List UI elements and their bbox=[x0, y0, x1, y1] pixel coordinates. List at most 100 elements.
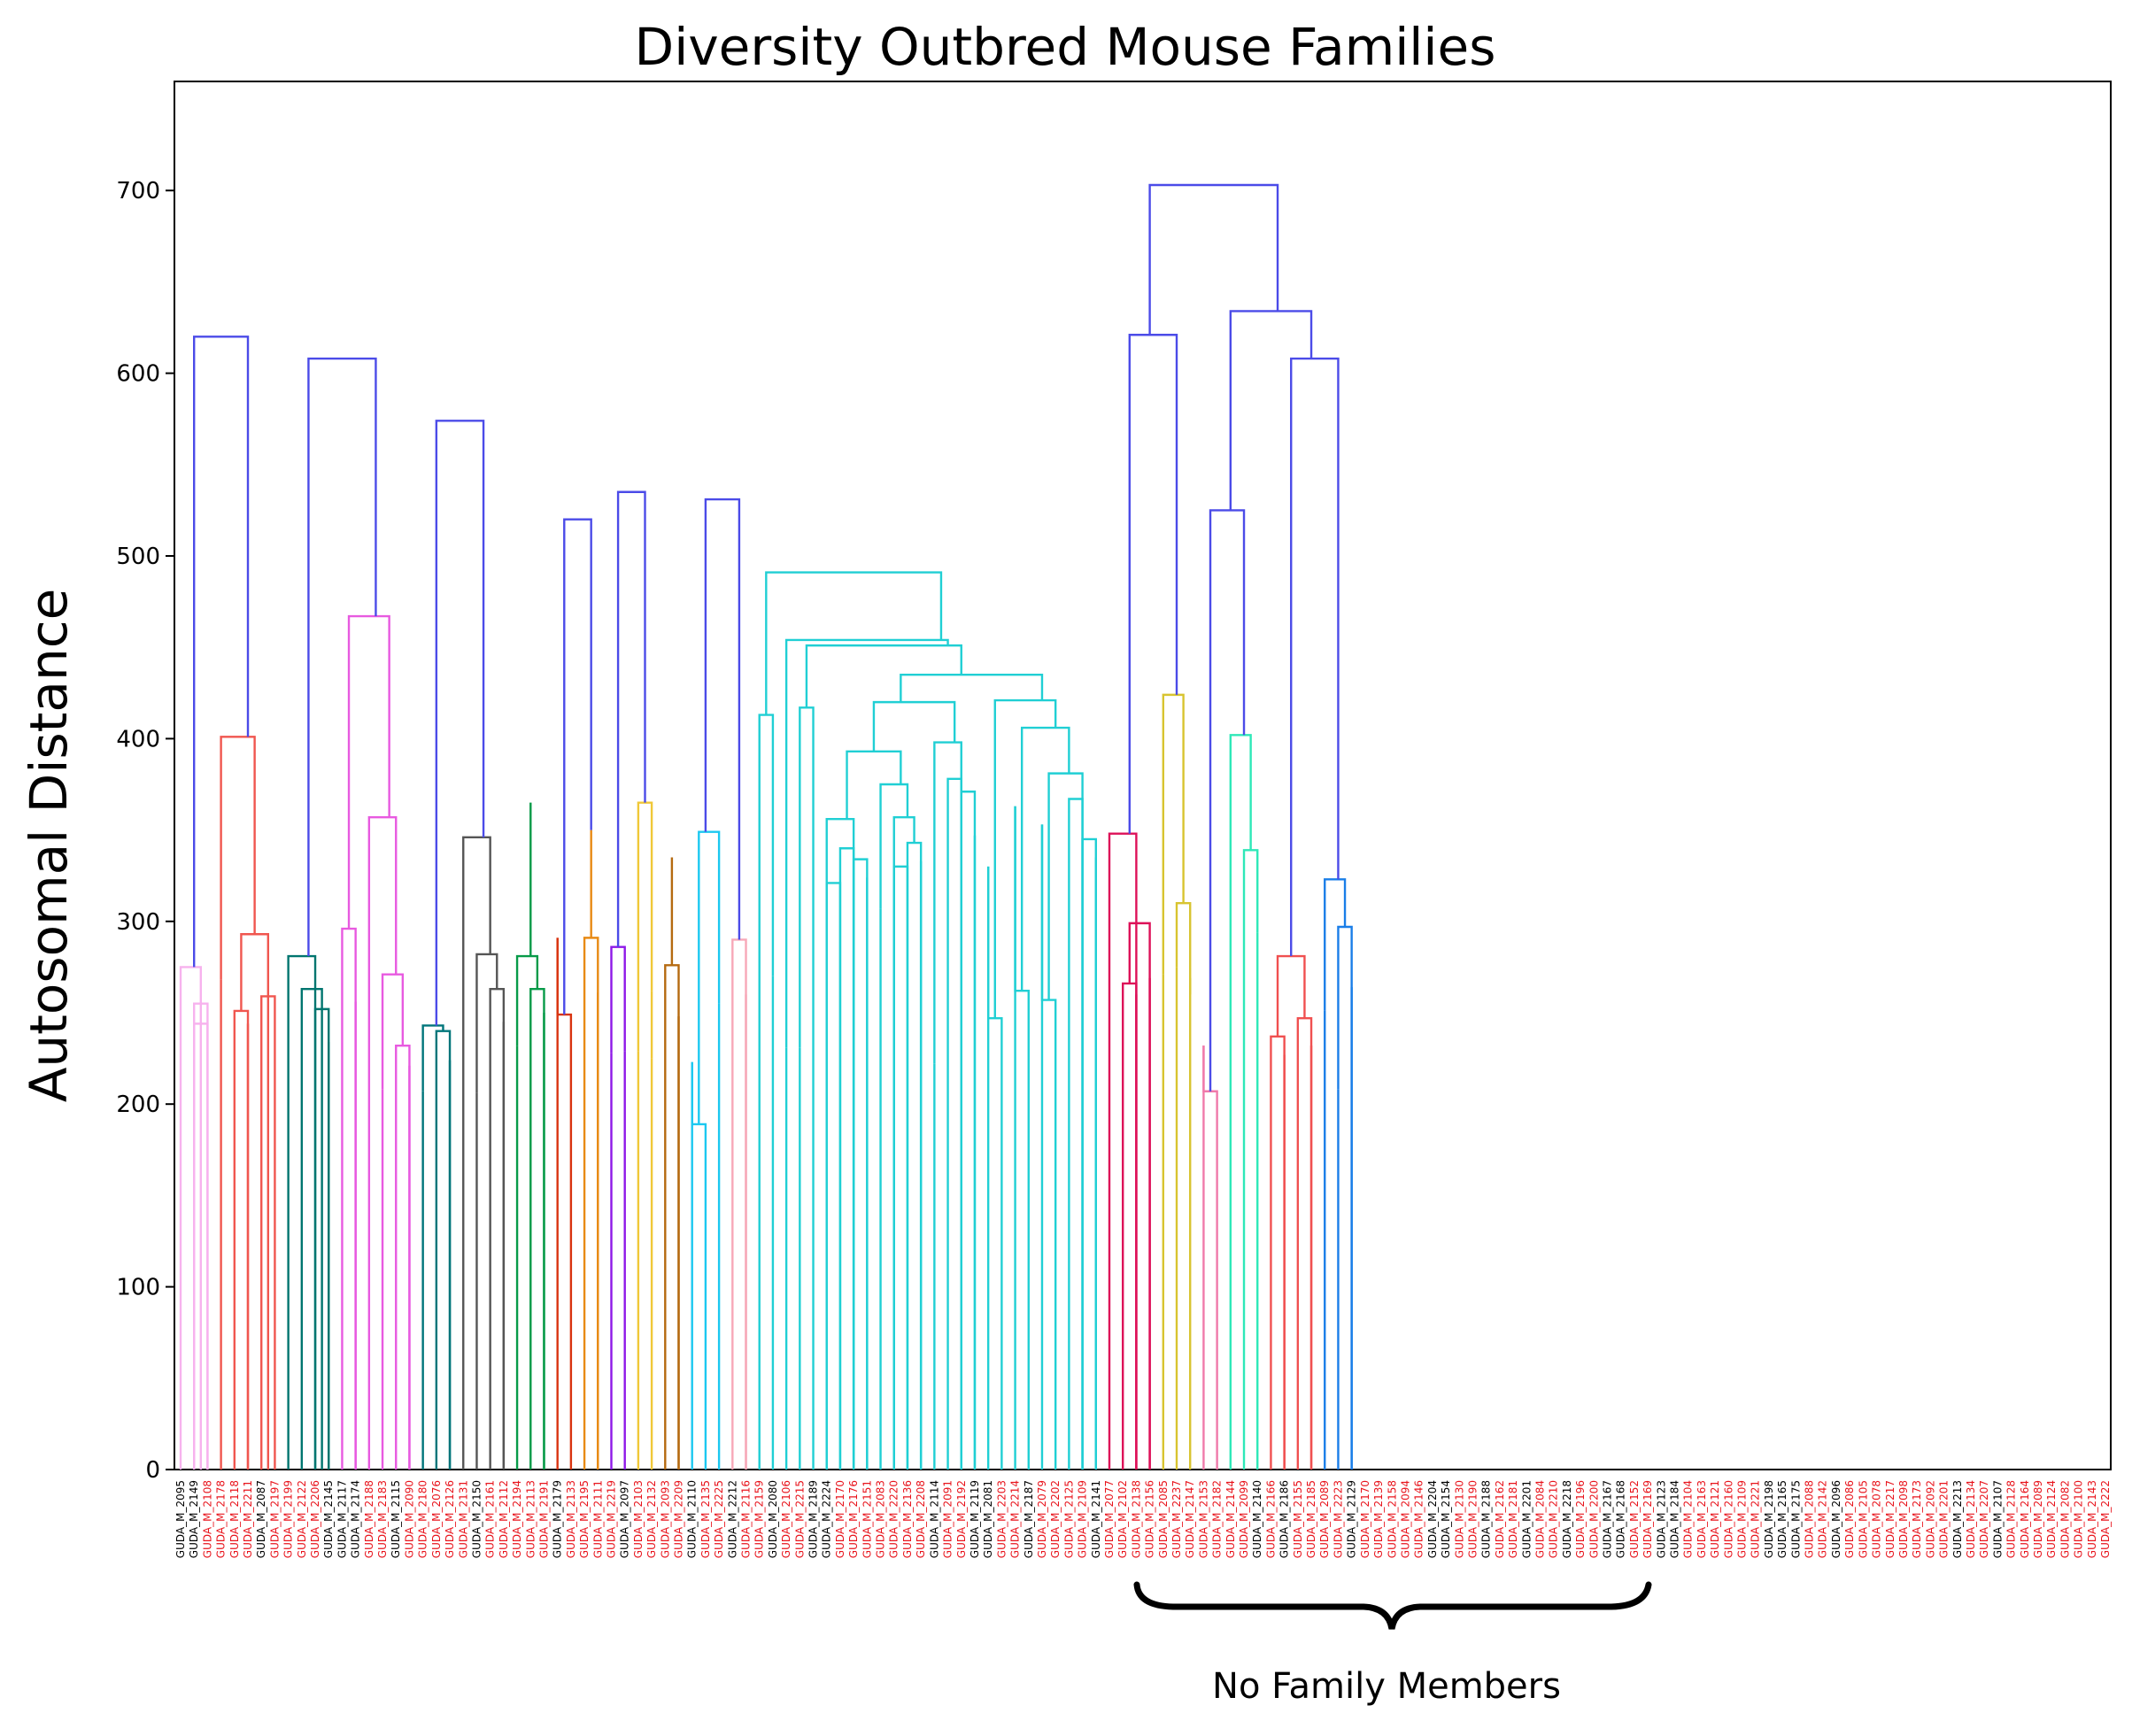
leaf-label: GUDA_M_2099 bbox=[1238, 1480, 1250, 1558]
leaf-label: GUDA_M_2098 bbox=[1897, 1480, 1910, 1558]
dendrogram-link bbox=[805, 644, 962, 708]
dendrogram-link bbox=[193, 336, 250, 968]
dendrogram-link bbox=[529, 987, 545, 1470]
dendrogram-link bbox=[300, 987, 323, 1470]
leaf-label: GUDA_M_2125 bbox=[1062, 1480, 1075, 1558]
dendrogram-link bbox=[906, 841, 923, 1470]
dendrogram-link bbox=[879, 783, 909, 909]
dendrogram-link bbox=[583, 937, 599, 1470]
leaf-label: GUDA_M_2133 bbox=[565, 1480, 577, 1558]
leaf-label: GUDA_M_2166 bbox=[1264, 1480, 1277, 1558]
leaf-label: GUDA_M_2199 bbox=[282, 1480, 295, 1558]
leaf-label: GUDA_M_2147 bbox=[1184, 1480, 1196, 1558]
leaf-label: GUDA_M_2083 bbox=[875, 1480, 887, 1558]
dendrogram-links bbox=[179, 183, 1353, 1470]
leaf-label: GUDA_M_2237 bbox=[1170, 1480, 1183, 1558]
dendrogram-link bbox=[193, 1022, 209, 1470]
leaf-label: GUDA_M_2219 bbox=[605, 1480, 617, 1558]
leaf-label: GUDA_M_2115 bbox=[390, 1480, 402, 1558]
leaf-label: GUDA_M_2151 bbox=[861, 1480, 873, 1558]
leaf-label: GUDA_M_2096 bbox=[1830, 1480, 1842, 1558]
leaf-label: GUDA_M_2146 bbox=[1413, 1480, 1425, 1558]
y-axis-label: Autosomal Distance bbox=[19, 589, 79, 1103]
dendrogram-link bbox=[1081, 837, 1097, 1470]
dendrogram-link bbox=[1242, 849, 1259, 971]
leaf-label: GUDA_M_2078 bbox=[1871, 1480, 1883, 1558]
leaf-label: GUDA_M_2210 bbox=[1548, 1480, 1560, 1558]
dendrogram-link bbox=[838, 847, 855, 1470]
leaf-label: GUDA_M_2135 bbox=[699, 1480, 712, 1558]
leaf-label: GUDA_M_2217 bbox=[1884, 1480, 1896, 1558]
leaf-label: GUDA_M_2218 bbox=[1561, 1480, 1573, 1558]
leaf-label: GUDA_M_2121 bbox=[1709, 1480, 1721, 1558]
leaf-label: GUDA_M_2108 bbox=[201, 1480, 213, 1558]
dendrogram-link bbox=[1175, 901, 1192, 995]
leaf-label: GUDA_M_2179 bbox=[552, 1480, 564, 1558]
dendrogram-link bbox=[1047, 772, 1084, 1470]
dendrogram-link bbox=[1276, 954, 1306, 1037]
leaf-label: GUDA_M_2111 bbox=[591, 1480, 604, 1558]
dendrogram-link bbox=[799, 706, 815, 1048]
leaf-label: GUDA_M_2143 bbox=[2086, 1480, 2098, 1558]
dendrogram-link bbox=[1202, 1045, 1218, 1470]
leaf-label: GUDA_M_2102 bbox=[1116, 1480, 1129, 1558]
dendrogram-link bbox=[765, 571, 943, 715]
leaf-label: GUDA_M_2185 bbox=[1305, 1480, 1317, 1558]
leaf-label: GUDA_M_2145 bbox=[322, 1480, 335, 1558]
leaf-label: GUDA_M_2170 bbox=[1359, 1480, 1371, 1558]
leaf-label: GUDA_M_2160 bbox=[1722, 1480, 1734, 1558]
leaf-label: GUDA_M_2141 bbox=[1090, 1480, 1102, 1558]
leaf-label: GUDA_M_2087 bbox=[255, 1480, 267, 1558]
dendrogram-link bbox=[1162, 693, 1185, 975]
leaf-label: GUDA_M_2200 bbox=[1587, 1480, 1600, 1558]
leaf-label: GUDA_M_2109 bbox=[1077, 1480, 1089, 1558]
leaf-label: GUDA_M_2189 bbox=[807, 1480, 820, 1558]
leaf-label: GUDA_M_2119 bbox=[969, 1480, 981, 1558]
leaf-label: GUDA_M_2153 bbox=[1197, 1480, 1209, 1558]
dendrogram-link bbox=[933, 741, 962, 1470]
leaf-label: GUDA_M_2114 bbox=[928, 1480, 940, 1558]
dendrogram-link bbox=[489, 987, 506, 1470]
leaf-label: GUDA_M_2113 bbox=[524, 1480, 537, 1558]
dendrogram-link bbox=[1068, 798, 1084, 1470]
leaf-label: GUDA_M_2122 bbox=[296, 1480, 308, 1558]
leaf-label: GUDA_M_2110 bbox=[686, 1480, 699, 1558]
leaf-label: GUDA_M_2201 bbox=[1938, 1480, 1950, 1558]
dendrogram-link bbox=[784, 638, 949, 1048]
dendrogram-link bbox=[900, 673, 1044, 703]
leaf-label: GUDA_M_2187 bbox=[1023, 1480, 1035, 1558]
leaf-label: GUDA_M_2214 bbox=[1009, 1480, 1022, 1558]
dendrogram-link bbox=[1122, 982, 1138, 1470]
leaf-label: GUDA_M_2220 bbox=[888, 1480, 900, 1558]
leaf-label: GUDA_M_2136 bbox=[901, 1480, 914, 1558]
leaf-label: GUDA_M_2138 bbox=[1130, 1480, 1142, 1558]
leaf-label: GUDA_M_2109 bbox=[1736, 1480, 1749, 1558]
leaf-label: GUDA_M_2107 bbox=[1991, 1480, 2004, 1558]
leaf-label: GUDA_M_2183 bbox=[376, 1480, 389, 1558]
dendrogram-link bbox=[1324, 878, 1347, 1011]
leaf-label: GUDA_M_2164 bbox=[2019, 1480, 2031, 1558]
leaf-label: GUDA_M_2105 bbox=[1857, 1480, 1869, 1558]
dendrogram-link bbox=[1148, 183, 1279, 336]
dendrogram-link bbox=[946, 777, 962, 1470]
leaf-label: GUDA_M_2196 bbox=[1574, 1480, 1587, 1558]
dendrogram-link bbox=[610, 945, 626, 1053]
dendrogram-link bbox=[993, 698, 1057, 1019]
leaf-label: GUDA_M_2176 bbox=[847, 1480, 860, 1558]
leaf-label: GUDA_M_2089 bbox=[2032, 1480, 2044, 1558]
y-tick-label: 0 bbox=[145, 1457, 160, 1484]
dendrogram-link bbox=[1296, 1016, 1313, 1470]
dendrogram-link bbox=[233, 1009, 250, 1470]
y-tick-label: 500 bbox=[116, 544, 160, 570]
leaf-label: GUDA_M_2223 bbox=[1332, 1480, 1344, 1558]
leaf-label: GUDA_M_2076 bbox=[430, 1480, 443, 1558]
dendrogram-link bbox=[240, 933, 270, 1470]
dendrogram-link bbox=[347, 614, 390, 930]
leaf-label: GUDA_M_2104 bbox=[1682, 1480, 1695, 1558]
dendrogram-link bbox=[852, 858, 869, 1470]
leaf-label: GUDA_M_2080 bbox=[767, 1480, 779, 1558]
dendrogram-link bbox=[698, 830, 721, 1124]
leaf-label: GUDA_M_2082 bbox=[2059, 1480, 2071, 1558]
leaf-label: GUDA_M_2077 bbox=[1103, 1480, 1116, 1558]
